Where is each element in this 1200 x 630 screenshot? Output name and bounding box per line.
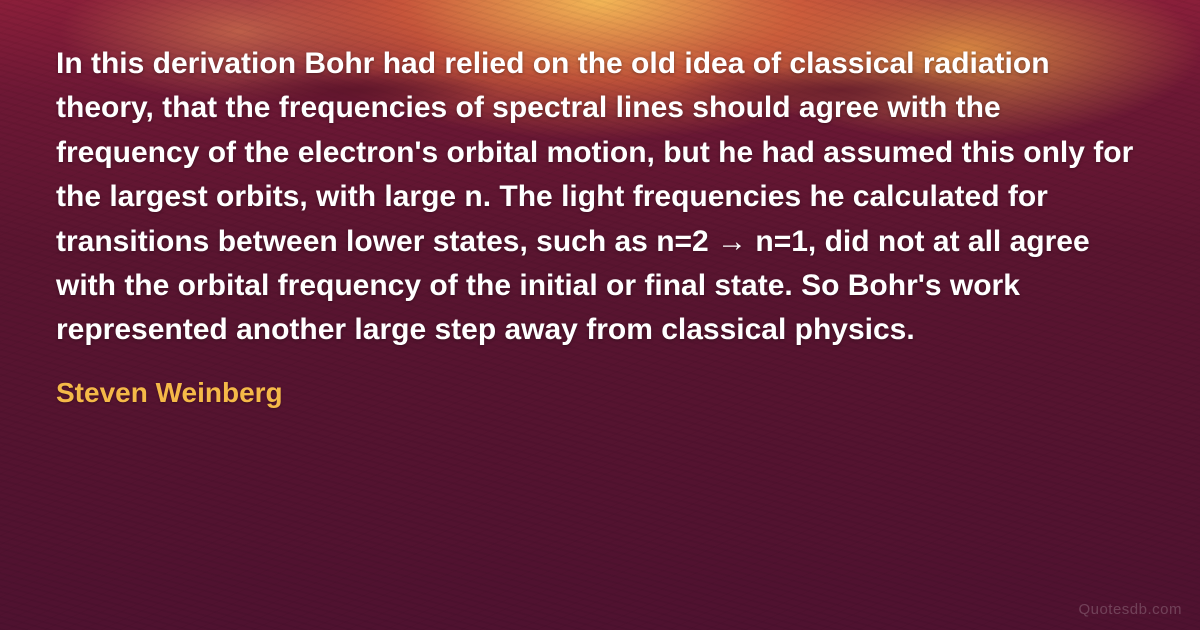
site-watermark: Quotesdb.com [1078, 601, 1182, 618]
quote-card: In this derivation Bohr had relied on th… [0, 0, 1200, 630]
quote-text: In this derivation Bohr had relied on th… [56, 42, 1144, 353]
author-name: Steven Weinberg [56, 377, 1144, 409]
